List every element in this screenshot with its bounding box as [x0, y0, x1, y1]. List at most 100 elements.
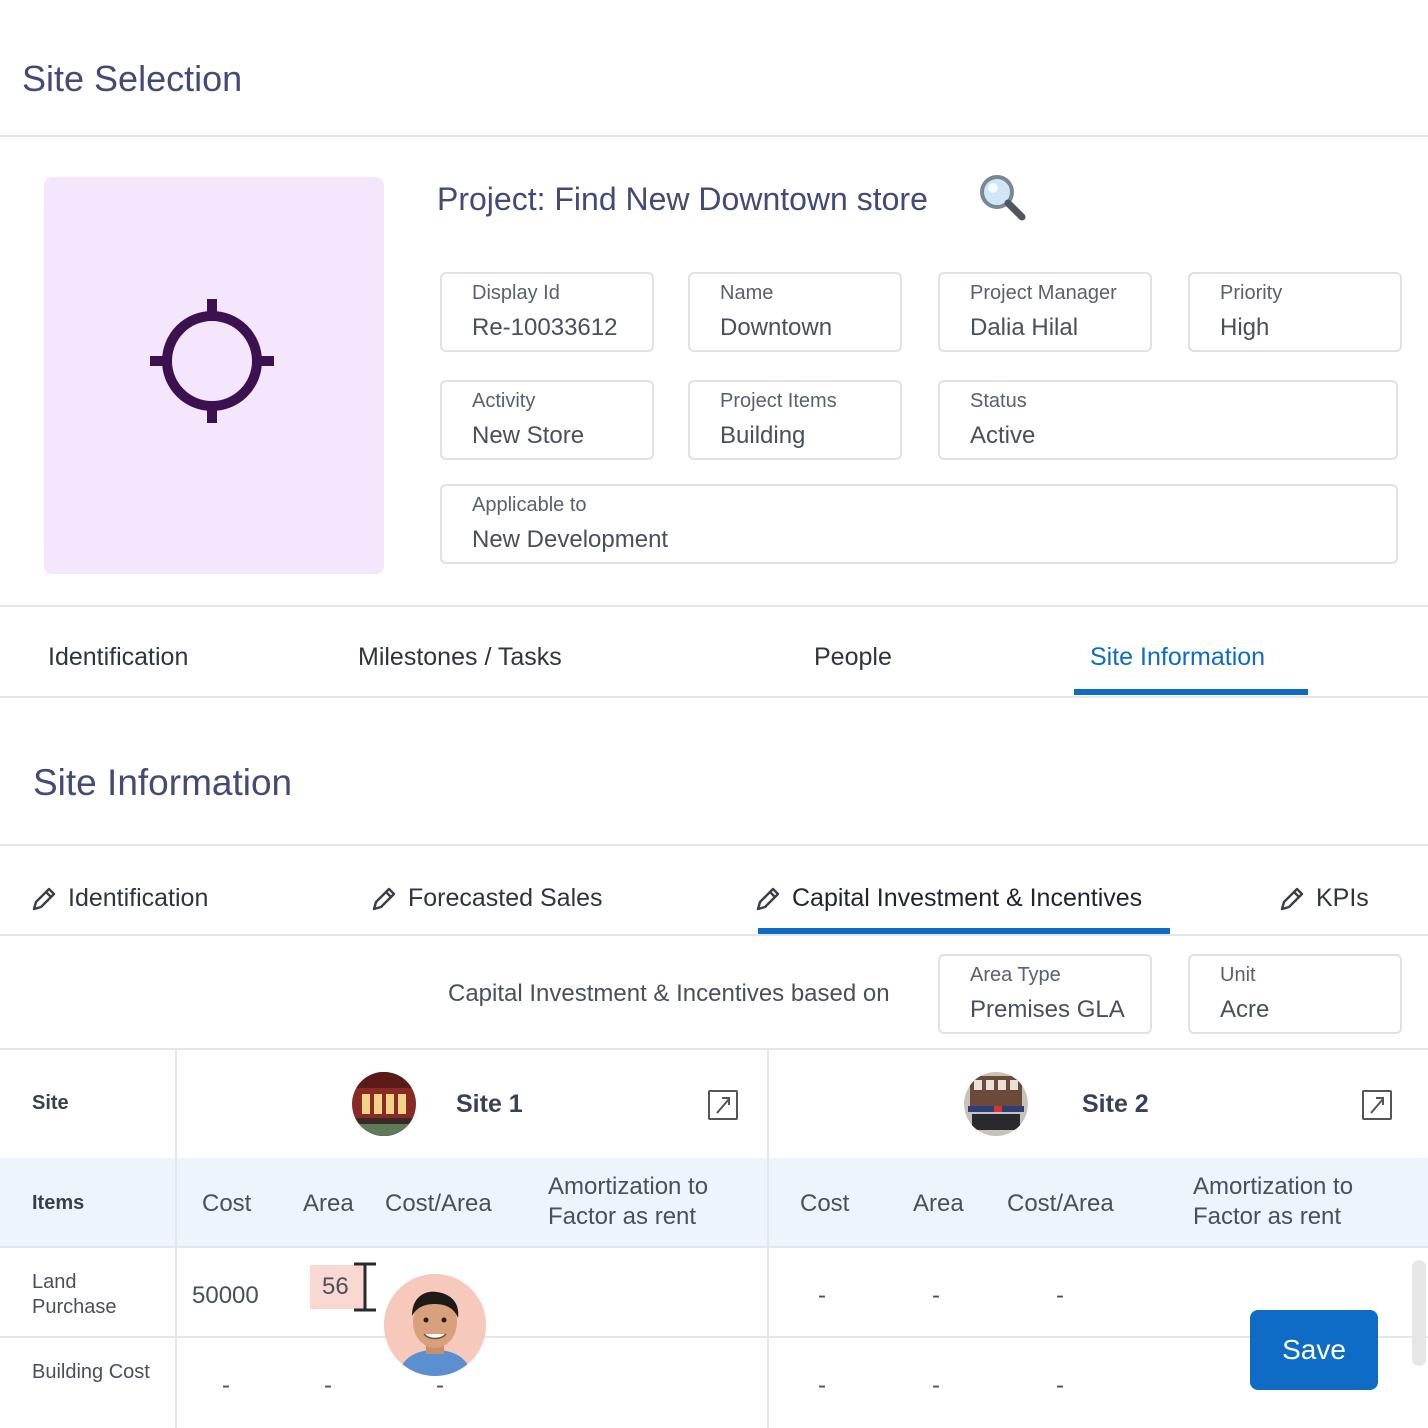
row-item-label: Land Purchase — [32, 1271, 117, 1318]
field-label: Activity — [472, 390, 536, 412]
site-1-cost[interactable]: 50000 — [192, 1282, 259, 1309]
page-title: Site Selection — [22, 58, 243, 99]
site-1-area[interactable]: - — [324, 1372, 332, 1399]
subtab-identification[interactable]: Identification — [30, 884, 208, 913]
divider — [767, 1050, 769, 1428]
items-header-band — [0, 1158, 1428, 1246]
field-value: Premises GLA — [970, 996, 1125, 1023]
subtab-label: Capital Investment & Incentives — [792, 884, 1143, 912]
column-header-amortization: Amortization to Factor as rent — [548, 1173, 709, 1230]
field-value: Active — [970, 422, 1036, 449]
pencil-icon — [1280, 887, 1304, 910]
basis-row: Capital Investment & Incentives based on… — [0, 936, 1428, 1050]
applicable-to-field[interactable]: Applicable to New Development — [440, 484, 1398, 564]
site-2-name: Site 2 — [1082, 1090, 1149, 1118]
save-button[interactable]: Save — [1250, 1310, 1378, 1390]
priority-field[interactable]: Priority High — [1188, 272, 1402, 352]
pencil-icon — [32, 887, 56, 910]
field-value: Building — [720, 422, 806, 449]
subtab-forecasted-sales[interactable]: Forecasted Sales — [370, 884, 603, 913]
pencil-icon — [372, 887, 396, 910]
site-1-name: Site 1 — [456, 1090, 523, 1118]
vertical-scrollbar[interactable] — [1412, 1260, 1426, 1366]
subtab-kpis[interactable]: KPIs — [1278, 884, 1369, 913]
site-1-cost-area: - — [436, 1372, 444, 1399]
tab-milestones-tasks[interactable]: Milestones / Tasks — [358, 643, 562, 671]
site-2-area[interactable]: - — [932, 1372, 940, 1399]
divider — [0, 1336, 1428, 1338]
display-id-field[interactable]: Display Id Re-10033612 — [440, 272, 654, 352]
user-avatar — [384, 1274, 486, 1376]
site-1-cost[interactable]: - — [222, 1372, 230, 1399]
field-label: Project Manager — [970, 282, 1117, 304]
field-label: Priority — [1220, 282, 1283, 304]
section-title: Site Information — [33, 762, 293, 803]
subtab-label: Identification — [68, 884, 209, 912]
activity-field[interactable]: Activity New Store — [440, 380, 654, 460]
field-label: Project Items — [720, 390, 837, 412]
sub-tabs: Identification Forecasted Sales Capital … — [0, 846, 1428, 936]
field-value: Re-10033612 — [472, 314, 618, 341]
field-label: Display Id — [472, 282, 560, 304]
main-tabs: Identification Milestones / Tasks People… — [0, 607, 1428, 698]
tab-people[interactable]: People — [814, 643, 892, 671]
field-value: Dalia Hilal — [970, 314, 1079, 341]
tab-identification[interactable]: Identification — [48, 643, 189, 671]
field-label: Name — [720, 282, 774, 304]
project-items-field[interactable]: Project Items Building — [688, 380, 902, 460]
field-label: Applicable to — [472, 494, 587, 516]
column-header-area: Area — [913, 1190, 964, 1217]
field-label: Status — [970, 390, 1027, 412]
column-header-cost-area: Cost/Area — [385, 1190, 492, 1217]
field-label: Unit — [1220, 964, 1256, 986]
status-field[interactable]: Status Active — [938, 380, 1398, 460]
project-thumbnail — [44, 177, 384, 574]
tab-site-information[interactable]: Site Information — [1090, 643, 1266, 671]
capital-investment-table: Site Site 1 Site 2 — [0, 1050, 1428, 1428]
column-header-amortization: Amortization to Factor as rent — [1193, 1173, 1354, 1230]
name-field[interactable]: Name Downtown — [688, 272, 902, 352]
field-value: Acre — [1220, 996, 1270, 1023]
items-header: Items — [32, 1192, 85, 1214]
divider — [0, 844, 1428, 846]
column-header-cost-area: Cost/Area — [1007, 1190, 1114, 1217]
site-2-photo — [964, 1072, 1028, 1136]
active-subtab-indicator — [758, 928, 1170, 934]
pencil-icon — [756, 887, 780, 910]
site-2-cost[interactable]: - — [818, 1372, 826, 1399]
divider — [0, 1246, 1428, 1248]
project-manager-field[interactable]: Project Manager Dalia Hilal — [938, 272, 1152, 352]
active-tab-indicator — [1074, 689, 1308, 695]
area-type-field[interactable]: Area Type Premises GLA — [938, 954, 1152, 1034]
crosshair-icon — [150, 299, 274, 423]
column-header-cost: Cost — [800, 1190, 850, 1217]
basis-text: Capital Investment & Incentives based on — [448, 980, 890, 1007]
subtab-label: KPIs — [1316, 884, 1369, 912]
field-value: New Store — [472, 422, 585, 449]
field-value: Downtown — [720, 314, 833, 341]
site-1-area-input[interactable]: 56 — [310, 1265, 364, 1309]
project-card: Project: Find New Downtown store Display… — [0, 137, 1428, 607]
text-cursor-icon — [354, 1262, 376, 1312]
page-header: Site Selection — [0, 0, 1428, 137]
site-1-photo — [352, 1072, 416, 1136]
project-title: Project: Find New Downtown store — [437, 181, 928, 217]
site-header: Site — [32, 1092, 69, 1114]
site-2-cost-area: - — [1056, 1282, 1064, 1309]
site-2-cost[interactable]: - — [818, 1282, 826, 1309]
site-2-area[interactable]: - — [932, 1282, 940, 1309]
field-value: New Development — [472, 526, 669, 553]
magnifier-icon[interactable] — [978, 173, 1028, 223]
unit-field[interactable]: Unit Acre — [1188, 954, 1402, 1034]
column-header-area: Area — [303, 1190, 354, 1217]
external-link-icon[interactable] — [1362, 1090, 1392, 1120]
divider — [175, 1050, 177, 1428]
row-item-label: Building Cost — [32, 1361, 150, 1383]
column-header-cost: Cost — [202, 1190, 252, 1217]
external-link-icon[interactable] — [708, 1090, 738, 1120]
site-2-cost-area: - — [1056, 1372, 1064, 1399]
subtab-capital-investment[interactable]: Capital Investment & Incentives — [754, 884, 1142, 913]
field-value: High — [1220, 314, 1270, 341]
subtab-label: Forecasted Sales — [408, 884, 603, 912]
field-label: Area Type — [970, 964, 1061, 986]
